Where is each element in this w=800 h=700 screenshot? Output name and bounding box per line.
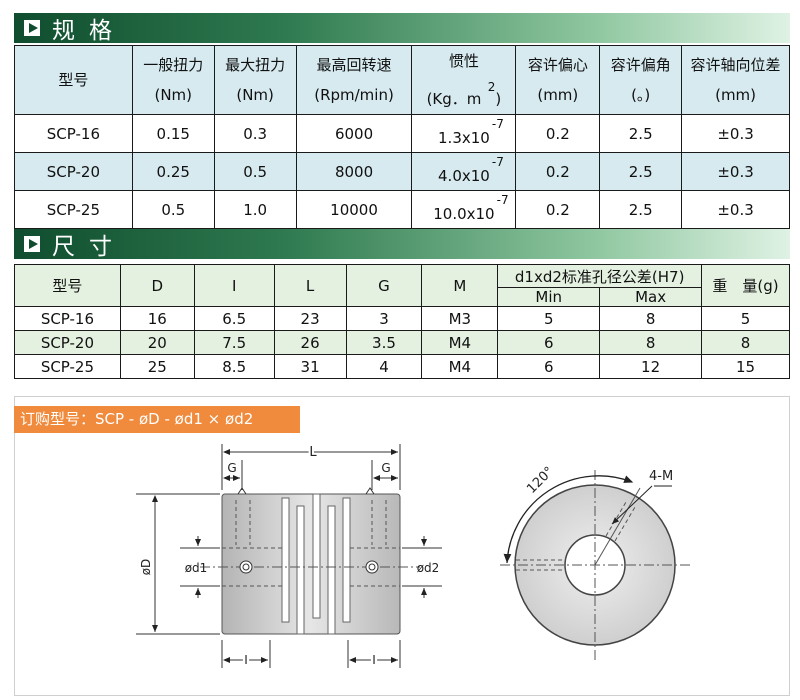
spec-section-header: 规格: [14, 13, 790, 44]
header-model: 型号: [14, 45, 133, 115]
spec-header-row: 型号 一般扭力 (Nm) 最大扭力 (Nm) 最高回转速 (Rpm/min) 惯性 (K…: [14, 45, 790, 115]
header-max-speed: 最高回转速 (Rpm/min): [295, 45, 413, 115]
dim-header-row: 型号 D I L G M d1xd2标准孔径公差(H7) 重 量(g): [14, 264, 790, 307]
header-max-torque: 最大扭力 (Nm): [213, 45, 297, 115]
drawing-frame: [14, 396, 790, 696]
table-row: SCP-20 0.25 0.5 8000 4.0x10 -7 0.2 2.5 ±0…: [14, 152, 790, 191]
header-normal-torque: 一般扭力 (Nm): [131, 45, 215, 115]
play-arrow-icon: [24, 236, 40, 252]
play-arrow-icon: [24, 20, 40, 36]
order-code-label: 订购型号：SCP - øD - ød1 × ød2: [14, 406, 300, 433]
dim-subheader-row: Min Max: [15, 287, 790, 307]
bore-tolerance-header: d1xd2标准孔径公差(H7): [497, 264, 703, 288]
spec-section-title: 规格: [52, 18, 126, 44]
header-axial: 容许轴向位差 (mm): [681, 45, 790, 115]
header-angle: 容许偏角 (。): [599, 45, 683, 115]
table-row: SCP-16 0.15 0.3 6000 1.3x10 -7 0.2 2.5 ±0…: [14, 114, 790, 153]
table-row: SCP-20 20 7.5 26 3.5 M4 6 8 8: [14, 330, 790, 355]
dim-section-title: 尺寸: [52, 234, 126, 260]
dim-table: 型号 D I L G M d1xd2标准孔径公差(H7) 重 量(g) Min …: [14, 264, 790, 379]
table-row: SCP-25 25 8.5 31 4 M4 6 12 15: [14, 354, 790, 379]
spec-table: 型号 一般扭力 (Nm) 最大扭力 (Nm) 最高回转速 (Rpm/min) 惯性 (K…: [14, 45, 790, 229]
header-eccentricity: 容许偏心 (mm): [515, 45, 601, 115]
header-inertia: 惯性 (Kg．m 2): [411, 45, 517, 115]
dim-section-header: 尺寸: [14, 229, 790, 260]
table-row: SCP-16 16 6.5 23 3 M3 5 8 5: [14, 306, 790, 331]
table-row: SCP-25 0.5 1.0 10000 10.0x10 -7 0.2 2.5 ±…: [14, 190, 790, 229]
